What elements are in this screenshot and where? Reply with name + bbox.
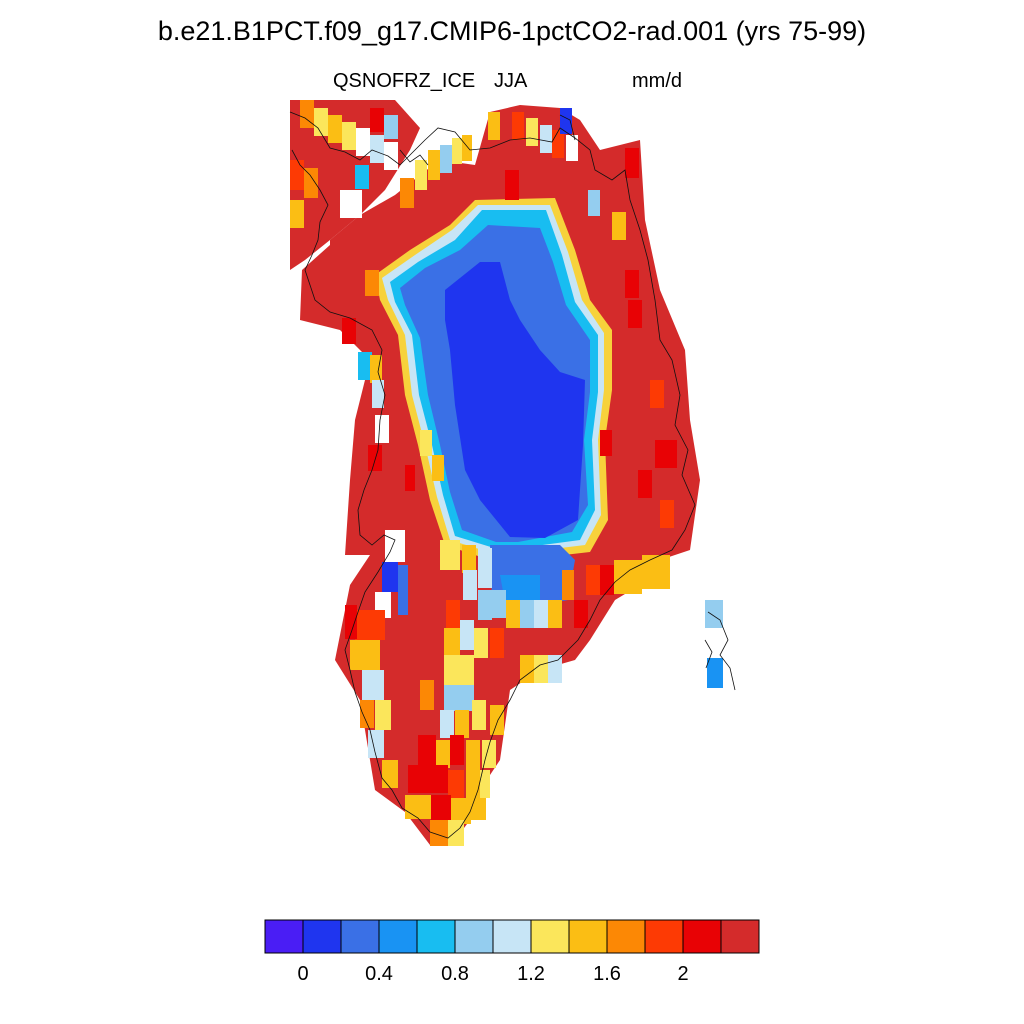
variable-label: QSNOFRZ_ICE [333, 70, 476, 92]
plot-title: b.e21.B1PCT.f09_g17.CMIP6-1pctCO2-rad.00… [157, 16, 867, 46]
season-label: JJA [494, 70, 528, 92]
map-field-cells [290, 100, 677, 846]
map-outlying-cells [705, 600, 723, 688]
coastline [289, 111, 736, 839]
units-label: mm/d [632, 70, 682, 92]
